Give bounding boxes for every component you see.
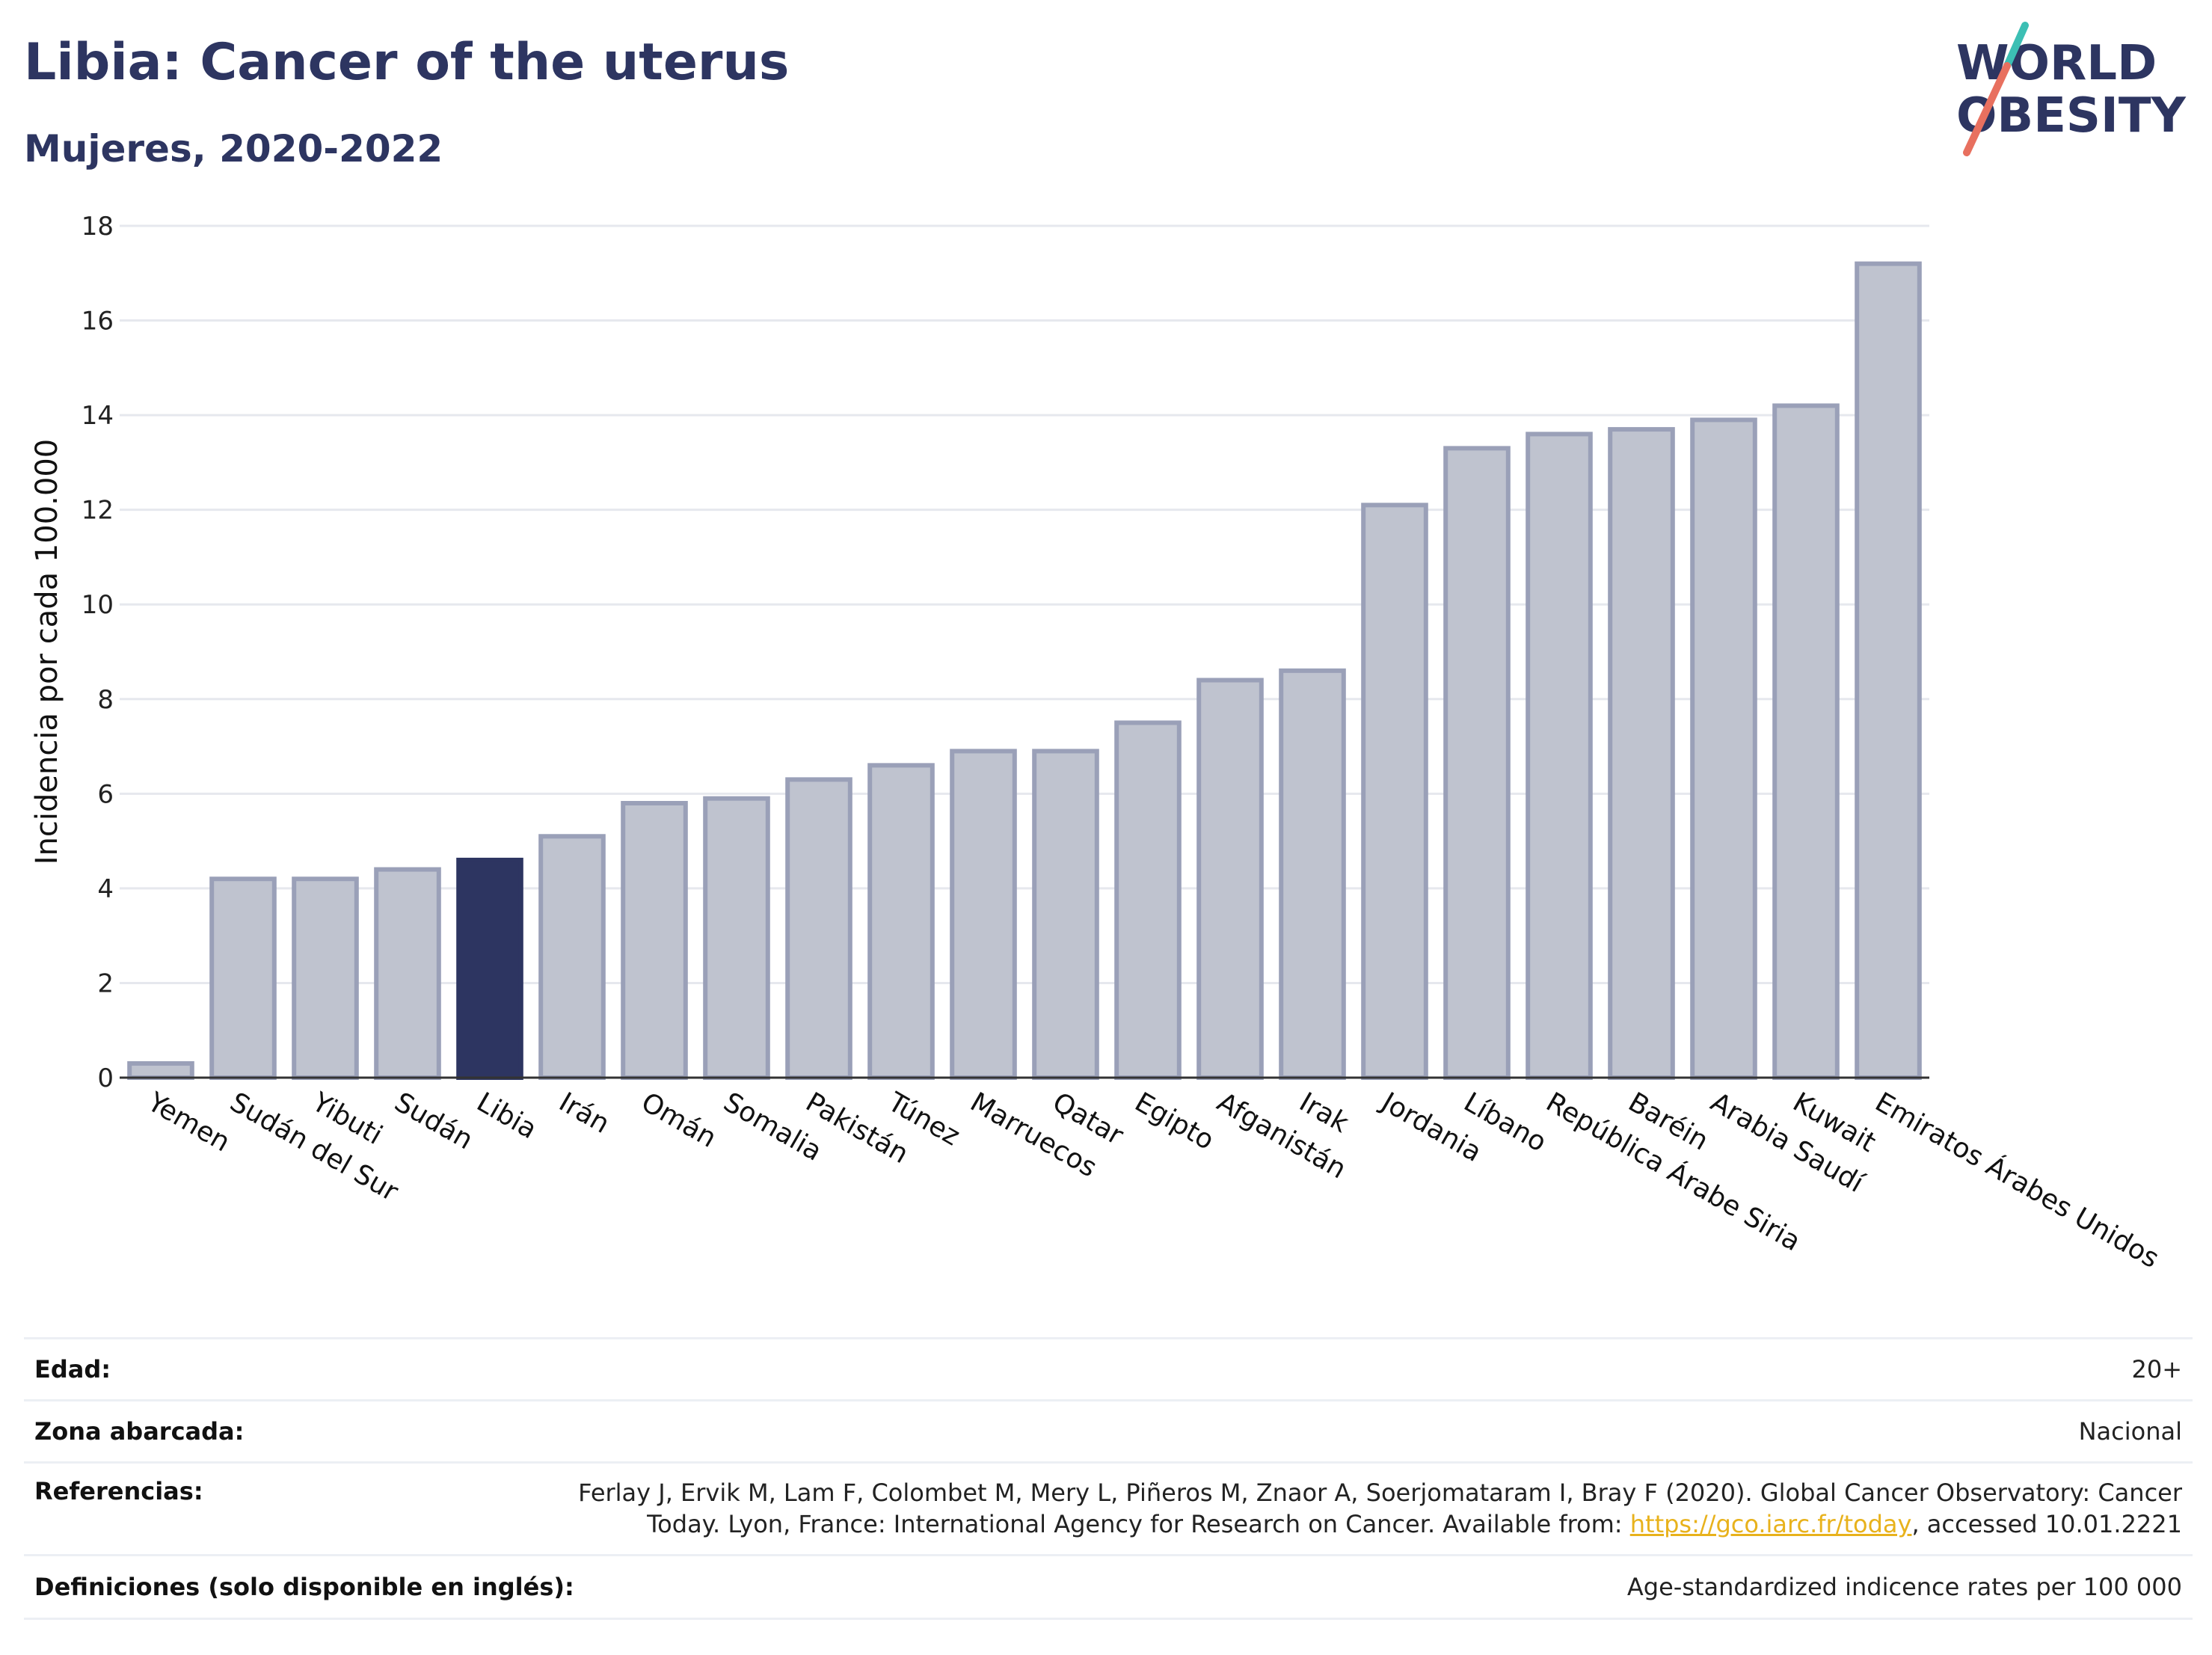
y-tick-label: 12 [82,496,114,526]
chart-title: Libia: Cancer of the uterus [24,33,790,92]
bar [374,867,441,1080]
y-axis-ticks: 0 2 4 6 8 10 12 14 16 18 [82,212,114,1093]
y-tick-label: 18 [82,212,114,242]
x-tick-label: Irán [554,1087,615,1140]
bar [867,763,935,1080]
bar [209,876,277,1080]
meta-area-value: Nacional [2078,1417,2182,1446]
x-tick-label: Yemen [142,1087,236,1158]
logo-line1: WORLD [1956,36,2157,91]
meta-age-value: 20+ [2131,1355,2182,1384]
bar [1690,417,1757,1080]
y-tick-label: 2 [97,968,114,998]
y-tick-label: 14 [82,401,114,431]
bar [1114,720,1182,1081]
bar [1361,503,1428,1080]
bar [1526,432,1593,1080]
meta-age-label: Edad: [34,1355,111,1384]
reference-link[interactable]: https://gco.iarc.fr/today [1629,1510,1912,1538]
y-tick-label: 16 [82,307,114,337]
meta-row-references: Referencias: Ferlay J, Ervik M, Lam F, C… [24,1461,2193,1554]
bar [1855,261,1922,1081]
bar [1279,668,1346,1080]
meta-defs-label: Definiciones (solo disponible en inglés)… [34,1573,574,1601]
meta-refs-line2-pre: Today. Lyon, France: International Agenc… [647,1510,1630,1538]
bar [785,777,852,1080]
y-tick-label: 0 [97,1063,114,1093]
x-tick-label: Sudán [390,1087,479,1155]
bars [127,261,1922,1081]
metadata-table: Edad: 20+ Zona abarcada: Nacional Refere… [24,1337,2193,1620]
y-tick-label: 4 [97,874,114,904]
bar [538,834,606,1080]
x-tick-label: Emiratos Árabes Unidos [1870,1086,2165,1274]
bar [1443,446,1511,1080]
bar [456,857,523,1081]
x-tick-label: Libia [472,1087,542,1145]
meta-area-label: Zona abarcada: [34,1417,245,1446]
meta-row-area: Zona abarcada: Nacional [24,1399,2193,1461]
logo-teal-slash [2003,22,2029,70]
y-axis-label: Incidencia por cada 100.000 [30,439,64,865]
bar [1032,749,1099,1081]
bar [127,1061,194,1081]
meta-refs-line1: Ferlay J, Ervik M, Lam F, Colombet M, Me… [578,1479,2182,1507]
meta-refs-line2-post: , accessed 10.01.2221 [1911,1510,2182,1538]
x-tick-label: Egipto [1130,1087,1220,1156]
bar [703,796,770,1081]
world-obesity-logo: WORLD OBESITY [1956,22,2186,156]
bar [1772,403,1840,1080]
meta-refs-value: Ferlay J, Ervik M, Lam F, Colombet M, Me… [578,1477,2182,1540]
meta-refs-label: Referencias: [34,1477,203,1505]
bar [950,749,1017,1081]
bar [1608,427,1675,1080]
logo-coral-slash [1963,62,2011,156]
meta-row-definitions: Definiciones (solo disponible en inglés)… [24,1554,2193,1620]
bar [621,800,688,1080]
bar [1196,678,1264,1080]
meta-defs-value: Age-standardized indicence rates per 100… [1626,1573,2182,1601]
x-tick-label: Omán [636,1087,722,1154]
y-tick-label: 6 [97,779,114,809]
y-tick-label: 10 [82,590,114,620]
chart-subtitle: Mujeres, 2020-2022 [24,127,443,171]
y-tick-label: 8 [97,685,114,715]
meta-row-age: Edad: 20+ [24,1337,2193,1399]
bar [292,876,359,1080]
